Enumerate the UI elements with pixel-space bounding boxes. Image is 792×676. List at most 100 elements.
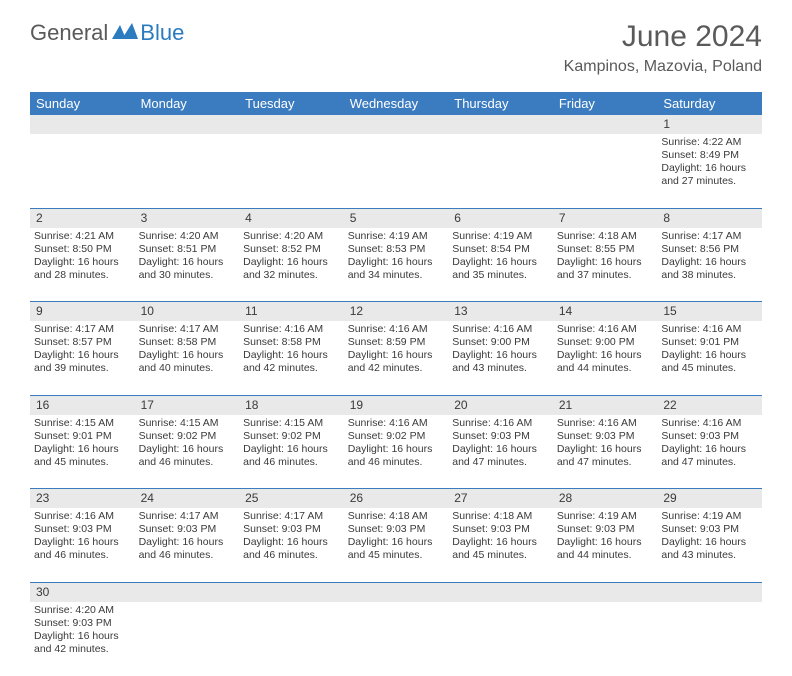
sunset-line: Sunset: 9:03 PM [452, 523, 549, 536]
daylight-line-2: and 35 minutes. [452, 269, 549, 282]
daylight-line-1: Daylight: 16 hours [452, 536, 549, 549]
day-cell: Sunrise: 4:17 AMSunset: 8:57 PMDaylight:… [30, 321, 135, 395]
sunset-line: Sunset: 9:03 PM [348, 523, 445, 536]
week-row: Sunrise: 4:15 AMSunset: 9:01 PMDaylight:… [30, 415, 762, 489]
flag-icon [112, 23, 138, 46]
day-cell: Sunrise: 4:17 AMSunset: 8:56 PMDaylight:… [657, 228, 762, 302]
week-row: Sunrise: 4:22 AMSunset: 8:49 PMDaylight:… [30, 134, 762, 208]
day-cell [344, 134, 449, 208]
sunset-line: Sunset: 9:02 PM [243, 430, 340, 443]
daynum-cell: 8 [657, 208, 762, 228]
sunrise-line: Sunrise: 4:16 AM [661, 417, 758, 430]
daylight-line-1: Daylight: 16 hours [661, 256, 758, 269]
daynum-cell: 7 [553, 208, 658, 228]
sunrise-line: Sunrise: 4:18 AM [348, 510, 445, 523]
daynum-cell [135, 582, 240, 602]
day-cell: Sunrise: 4:17 AMSunset: 9:03 PMDaylight:… [239, 508, 344, 582]
daynum-cell [239, 582, 344, 602]
week-row: Sunrise: 4:20 AMSunset: 9:03 PMDaylight:… [30, 602, 762, 676]
day-header: Tuesday [239, 92, 344, 115]
sunset-line: Sunset: 8:53 PM [348, 243, 445, 256]
sunrise-line: Sunrise: 4:22 AM [661, 136, 758, 149]
sunset-line: Sunset: 9:03 PM [661, 523, 758, 536]
daylight-line-2: and 45 minutes. [348, 549, 445, 562]
daynum-cell: 22 [657, 395, 762, 415]
day-header: Wednesday [344, 92, 449, 115]
day-cell: Sunrise: 4:17 AMSunset: 8:58 PMDaylight:… [135, 321, 240, 395]
daynum-cell: 15 [657, 302, 762, 322]
day-cell: Sunrise: 4:16 AMSunset: 9:01 PMDaylight:… [657, 321, 762, 395]
daynum-cell: 5 [344, 208, 449, 228]
calendar-table: SundayMondayTuesdayWednesdayThursdayFrid… [30, 92, 762, 676]
daynum-cell [448, 115, 553, 134]
daynum-row: 23242526272829 [30, 489, 762, 509]
sunset-line: Sunset: 8:51 PM [139, 243, 236, 256]
sunrise-line: Sunrise: 4:16 AM [348, 417, 445, 430]
daynum-cell: 12 [344, 302, 449, 322]
sunrise-line: Sunrise: 4:17 AM [139, 510, 236, 523]
sunset-line: Sunset: 8:52 PM [243, 243, 340, 256]
sunset-line: Sunset: 9:03 PM [452, 430, 549, 443]
day-cell [448, 134, 553, 208]
daylight-line-1: Daylight: 16 hours [139, 349, 236, 362]
sunrise-line: Sunrise: 4:15 AM [139, 417, 236, 430]
day-cell: Sunrise: 4:16 AMSunset: 8:58 PMDaylight:… [239, 321, 344, 395]
daylight-line-2: and 47 minutes. [452, 456, 549, 469]
logo-text-general: General [30, 20, 108, 46]
sunset-line: Sunset: 8:58 PM [243, 336, 340, 349]
daynum-cell [657, 582, 762, 602]
day-cell: Sunrise: 4:19 AMSunset: 9:03 PMDaylight:… [657, 508, 762, 582]
daylight-line-1: Daylight: 16 hours [34, 256, 131, 269]
daynum-cell: 23 [30, 489, 135, 509]
daylight-line-2: and 47 minutes. [661, 456, 758, 469]
daylight-line-1: Daylight: 16 hours [557, 349, 654, 362]
location: Kampinos, Mazovia, Poland [564, 58, 762, 76]
daynum-row: 16171819202122 [30, 395, 762, 415]
sunset-line: Sunset: 9:02 PM [139, 430, 236, 443]
daynum-cell: 4 [239, 208, 344, 228]
sunset-line: Sunset: 8:49 PM [661, 149, 758, 162]
daylight-line-1: Daylight: 16 hours [243, 536, 340, 549]
sunrise-line: Sunrise: 4:17 AM [34, 323, 131, 336]
sunset-line: Sunset: 8:57 PM [34, 336, 131, 349]
daynum-cell [239, 115, 344, 134]
sunset-line: Sunset: 9:02 PM [348, 430, 445, 443]
daynum-cell: 13 [448, 302, 553, 322]
day-cell: Sunrise: 4:20 AMSunset: 8:51 PMDaylight:… [135, 228, 240, 302]
daylight-line-2: and 38 minutes. [661, 269, 758, 282]
daynum-cell: 30 [30, 582, 135, 602]
day-cell [30, 134, 135, 208]
day-cell: Sunrise: 4:16 AMSunset: 9:00 PMDaylight:… [553, 321, 658, 395]
daylight-line-1: Daylight: 16 hours [243, 256, 340, 269]
title-block: June 2024 Kampinos, Mazovia, Poland [564, 20, 762, 76]
daylight-line-2: and 42 minutes. [34, 643, 131, 656]
daylight-line-2: and 44 minutes. [557, 549, 654, 562]
day-cell: Sunrise: 4:21 AMSunset: 8:50 PMDaylight:… [30, 228, 135, 302]
daynum-cell: 10 [135, 302, 240, 322]
day-cell: Sunrise: 4:17 AMSunset: 9:03 PMDaylight:… [135, 508, 240, 582]
daylight-line-2: and 45 minutes. [661, 362, 758, 375]
sunset-line: Sunset: 9:03 PM [243, 523, 340, 536]
day-cell: Sunrise: 4:15 AMSunset: 9:01 PMDaylight:… [30, 415, 135, 489]
sunset-line: Sunset: 8:59 PM [348, 336, 445, 349]
day-cell [344, 602, 449, 676]
day-cell: Sunrise: 4:18 AMSunset: 9:03 PMDaylight:… [344, 508, 449, 582]
week-row: Sunrise: 4:21 AMSunset: 8:50 PMDaylight:… [30, 228, 762, 302]
sunset-line: Sunset: 9:03 PM [661, 430, 758, 443]
daylight-line-1: Daylight: 16 hours [452, 443, 549, 456]
daynum-cell: 6 [448, 208, 553, 228]
sunrise-line: Sunrise: 4:20 AM [139, 230, 236, 243]
daylight-line-1: Daylight: 16 hours [557, 443, 654, 456]
day-header: Saturday [657, 92, 762, 115]
daynum-cell: 24 [135, 489, 240, 509]
daylight-line-2: and 43 minutes. [661, 549, 758, 562]
daylight-line-1: Daylight: 16 hours [557, 536, 654, 549]
sunrise-line: Sunrise: 4:17 AM [661, 230, 758, 243]
day-cell [135, 602, 240, 676]
daylight-line-1: Daylight: 16 hours [452, 256, 549, 269]
sunrise-line: Sunrise: 4:16 AM [243, 323, 340, 336]
day-cell: Sunrise: 4:16 AMSunset: 9:03 PMDaylight:… [553, 415, 658, 489]
daynum-row: 30 [30, 582, 762, 602]
daynum-cell: 17 [135, 395, 240, 415]
day-header: Thursday [448, 92, 553, 115]
